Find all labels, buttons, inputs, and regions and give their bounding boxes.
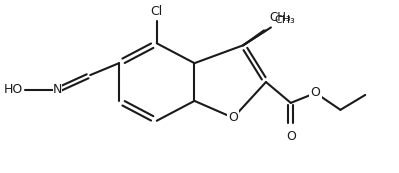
- Text: HO: HO: [4, 84, 23, 97]
- Text: CH₃: CH₃: [269, 11, 291, 24]
- Text: O: O: [311, 86, 320, 99]
- Text: N: N: [53, 84, 62, 97]
- Text: O: O: [286, 130, 296, 143]
- Text: CH₃: CH₃: [274, 15, 294, 25]
- Text: O: O: [228, 111, 238, 124]
- Text: Cl: Cl: [150, 6, 163, 19]
